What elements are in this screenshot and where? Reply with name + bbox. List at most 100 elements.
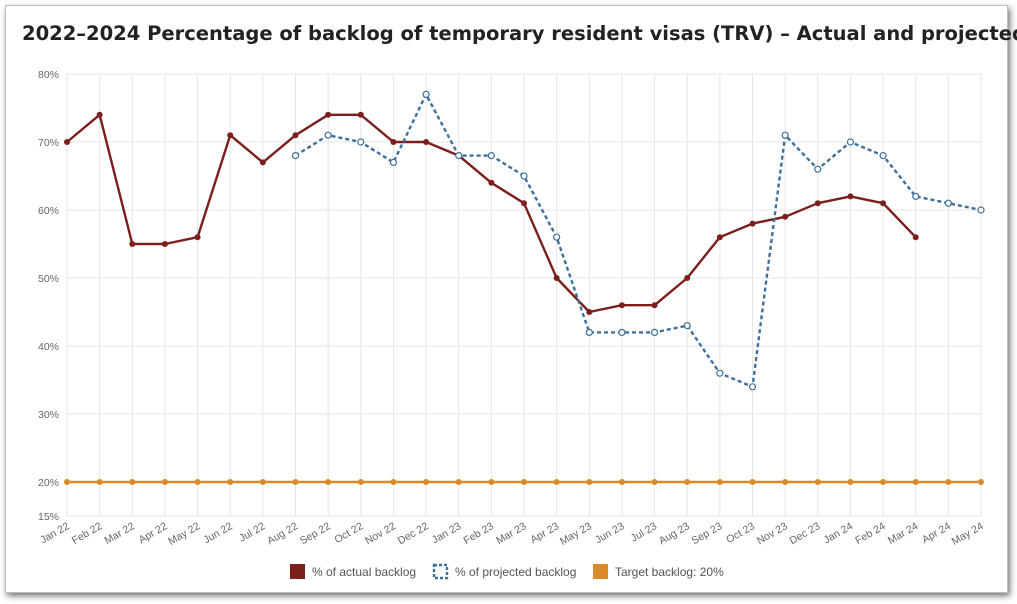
x-tick-label: May 24 [950,520,986,548]
x-tick-label: Jan 24 [822,520,855,546]
data-point [64,139,70,145]
x-tick-label: Apr 22 [137,520,170,546]
data-point [814,165,822,173]
data-point [944,199,952,207]
data-point [782,213,789,220]
y-tick-label: 60% [38,205,59,217]
data-point [259,159,266,166]
data-point [847,193,854,200]
data-point [161,479,168,485]
x-tick-label: Mar 23 [494,520,528,547]
legend-swatch-2 [432,563,449,580]
data-point [945,479,952,485]
data-point [781,131,789,139]
data-point [357,479,364,485]
y-tick-label: 40% [38,341,59,353]
data-point [488,479,495,485]
data-point [423,139,430,145]
data-point [879,152,887,160]
x-tick-label: Feb 22 [70,520,104,547]
data-point [716,479,723,485]
data-point [292,479,299,485]
data-point [96,479,103,485]
x-tick-label: Jan 23 [430,520,463,546]
y-tick-label: 30% [38,409,59,421]
series-3 [64,479,984,485]
data-point [814,200,821,207]
legend-label-3: Target backlog: 20% [615,565,724,579]
legend: % of actual backlog % of projected backlo… [290,563,724,580]
data-point [749,479,756,485]
x-tick-label: Aug 22 [265,520,300,547]
data-point [227,132,234,139]
x-tick-label: Jan 22 [38,520,71,546]
x-tick-label: Oct 22 [332,520,365,546]
data-point [161,241,168,247]
y-tick-label: 70% [38,137,59,149]
data-point [651,302,658,309]
data-point [651,479,658,485]
data-point [292,132,299,139]
x-tick-label: May 22 [166,520,202,548]
data-point [357,138,365,146]
data-point [716,234,723,241]
legend-swatch-1 [290,564,305,579]
data-point [423,479,430,485]
x-tick-label: Apr 24 [920,520,953,546]
data-point [912,234,919,241]
data-point [325,479,332,485]
data-point [618,302,625,309]
data-point [978,479,984,485]
legend-label-2: % of projected backlog [455,565,576,579]
data-point [814,479,821,485]
data-point [716,369,724,377]
data-point [684,479,691,485]
data-point [455,152,463,160]
x-tick-label: Sep 23 [690,520,725,547]
x-tick-label: Nov 23 [755,520,790,547]
data-point [912,192,920,200]
data-point [390,479,397,485]
data-point [912,479,919,485]
data-point [585,328,593,336]
data-point [129,241,136,247]
data-point [880,200,887,207]
data-point [129,479,136,485]
legend-swatch-3 [593,564,608,579]
data-point [977,206,985,214]
data-point [683,322,691,330]
data-point [586,479,593,485]
x-tick-label: Dec 22 [396,520,431,547]
data-point [227,479,234,485]
data-point [521,200,527,207]
x-tick-label: Jul 22 [237,520,267,544]
data-point [520,172,528,180]
chart-card [5,5,1008,593]
y-tick-label: 20% [38,477,59,489]
data-point [488,179,495,186]
x-tick-label: Feb 24 [853,520,887,547]
data-point [618,479,625,485]
data-point [389,158,398,166]
x-tick-label: Jul 23 [629,520,659,544]
data-point [521,479,527,485]
data-point [357,111,364,118]
data-point [96,111,103,118]
x-tick-label: Dec 23 [787,520,822,547]
x-tick-label: Sep 22 [298,520,333,547]
data-point [324,131,332,139]
legend-label-1: % of actual backlog [312,565,416,579]
x-tick-label: Aug 23 [657,520,692,547]
data-point [553,233,561,241]
data-point [782,479,789,485]
data-point [194,234,201,241]
x-tick-label: May 23 [558,520,594,548]
data-point [650,328,659,336]
x-tick-label: Oct 23 [724,520,757,546]
x-tick-label: Mar 24 [886,520,920,547]
data-point [749,220,756,227]
y-tick-label: 80% [38,69,59,81]
x-tick-label: Feb 23 [462,520,496,547]
